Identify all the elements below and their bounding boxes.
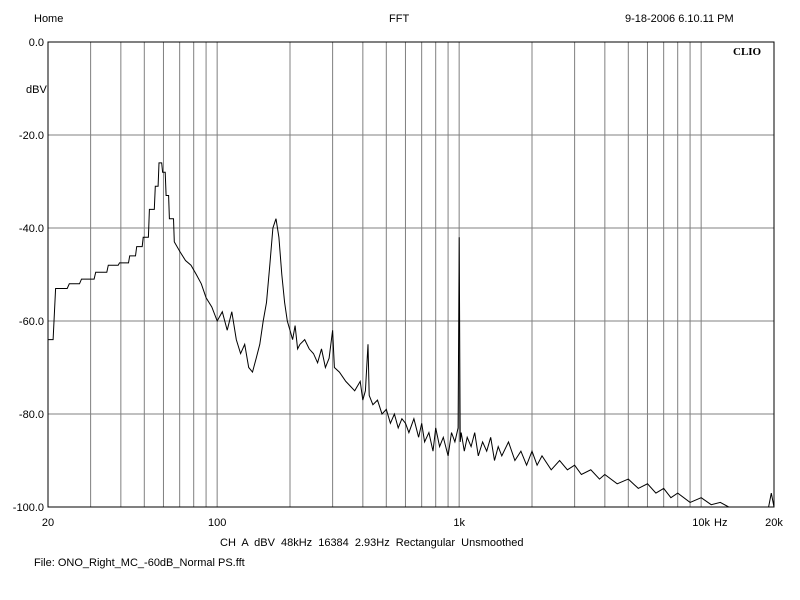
y-axis-label: dBV <box>26 84 47 96</box>
file-name-label: File: ONO_Right_MC_-60dB_Normal PS.fft <box>34 557 245 569</box>
clio-logo: CLIO <box>733 46 762 58</box>
y-tick-label: -100.0 <box>13 502 44 514</box>
x-tick-label: 20 <box>42 517 54 529</box>
x-tick-label: 10k <box>692 517 710 529</box>
header-timestamp: 9-18-2006 6.10.11 PM <box>625 13 734 25</box>
y-tick-labels: 0.0 -20.0 -40.0 -60.0 -80.0 -100.0 <box>13 37 44 514</box>
x-tick-labels: 20 100 1k 10k 20k <box>42 517 783 529</box>
header-left-label: Home <box>34 13 64 25</box>
x-tick-label: 1k <box>453 517 465 529</box>
measurement-settings: CH A dBV 48kHz 16384 2.93Hz Rectangular … <box>220 537 524 549</box>
y-tick-label: 0.0 <box>29 37 44 49</box>
x-tick-label: 20k <box>765 517 783 529</box>
y-tick-label: -40.0 <box>19 223 44 235</box>
plot-frame <box>47 41 775 508</box>
fft-chart: 0.0 -20.0 -40.0 -60.0 -80.0 -100.0 20 100 1k 10k… <box>13 37 784 529</box>
grid <box>48 42 774 507</box>
x-axis-unit-label: Hz <box>714 517 727 529</box>
x-tick-label: 100 <box>208 517 226 529</box>
y-tick-label: -60.0 <box>19 316 44 328</box>
header-center-title: FFT <box>389 13 410 25</box>
y-tick-label: -80.0 <box>19 409 44 421</box>
y-tick-label: -20.0 <box>19 130 44 142</box>
spectrum-trace <box>48 162 775 508</box>
